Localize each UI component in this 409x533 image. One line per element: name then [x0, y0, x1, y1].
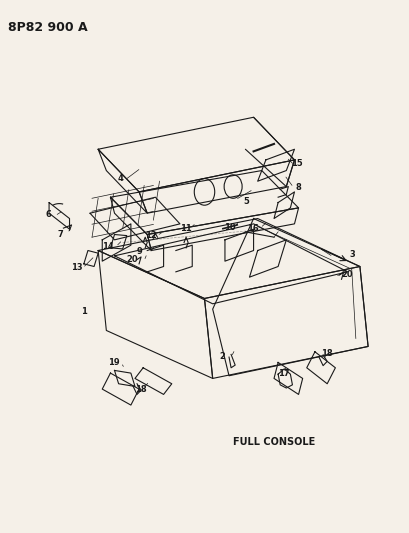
- Text: 10: 10: [225, 223, 236, 232]
- Text: 4: 4: [118, 174, 124, 183]
- Text: 8P82 900 A: 8P82 900 A: [8, 21, 88, 34]
- Text: 18: 18: [321, 350, 332, 358]
- Text: 17: 17: [279, 369, 290, 377]
- Text: 6: 6: [45, 210, 51, 219]
- Text: 20: 20: [126, 255, 137, 264]
- Text: 12: 12: [146, 231, 157, 240]
- Text: 20: 20: [341, 270, 353, 279]
- Text: 9: 9: [136, 247, 142, 256]
- Text: FULL CONSOLE: FULL CONSOLE: [233, 438, 315, 447]
- Text: 1: 1: [81, 308, 87, 316]
- Text: 16: 16: [247, 224, 258, 232]
- Text: 3: 3: [350, 250, 355, 259]
- Text: 5: 5: [244, 197, 249, 206]
- Text: 19: 19: [108, 358, 119, 367]
- Text: 14: 14: [103, 243, 114, 251]
- Text: 18: 18: [135, 385, 147, 393]
- Text: 7: 7: [58, 230, 63, 239]
- Text: 2: 2: [219, 352, 225, 360]
- Text: 15: 15: [291, 159, 303, 168]
- Text: 11: 11: [180, 224, 192, 232]
- Text: 13: 13: [71, 263, 83, 271]
- Text: 8: 8: [295, 183, 301, 191]
